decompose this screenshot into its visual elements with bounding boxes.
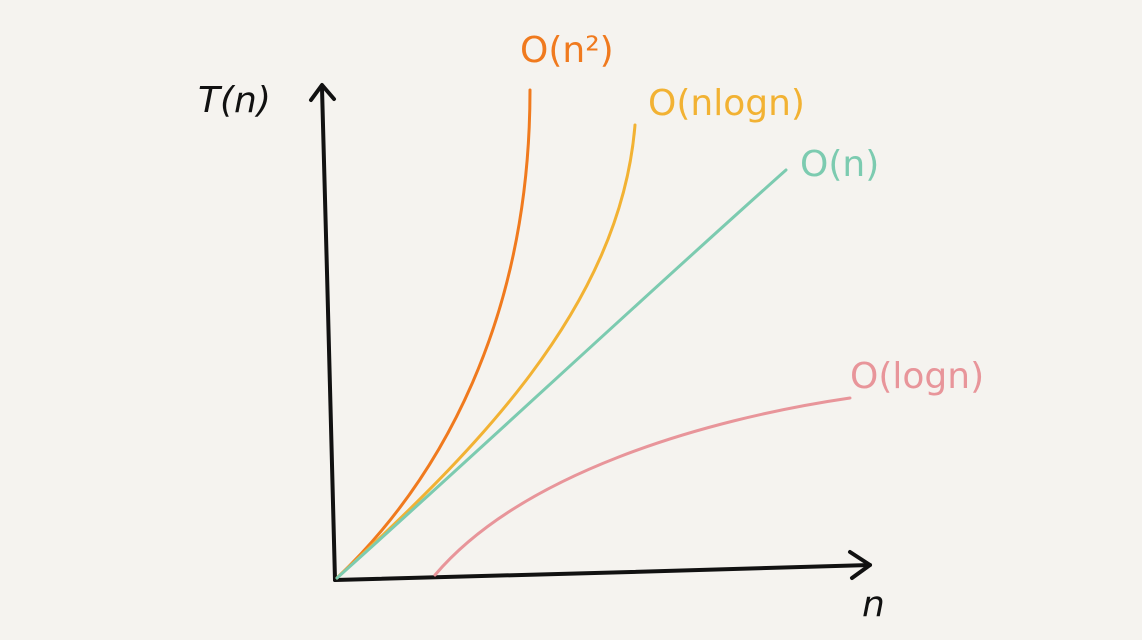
curve-label: O(logn) [850, 356, 984, 397]
y-axis-arrow [309, 83, 336, 102]
curve-label: O(nlogn) [648, 83, 805, 124]
x-axis-label: n [862, 584, 885, 625]
curve-label: O(n²) [520, 30, 614, 71]
curve [335, 88, 532, 580]
x-axis [333, 563, 872, 582]
curve-label: O(n) [800, 144, 879, 185]
y-axis-label: T(n) [198, 80, 271, 121]
curve [335, 168, 788, 580]
curve [433, 396, 852, 577]
y-axis [320, 86, 337, 582]
curve [335, 123, 637, 580]
x-axis-arrow [848, 550, 872, 580]
